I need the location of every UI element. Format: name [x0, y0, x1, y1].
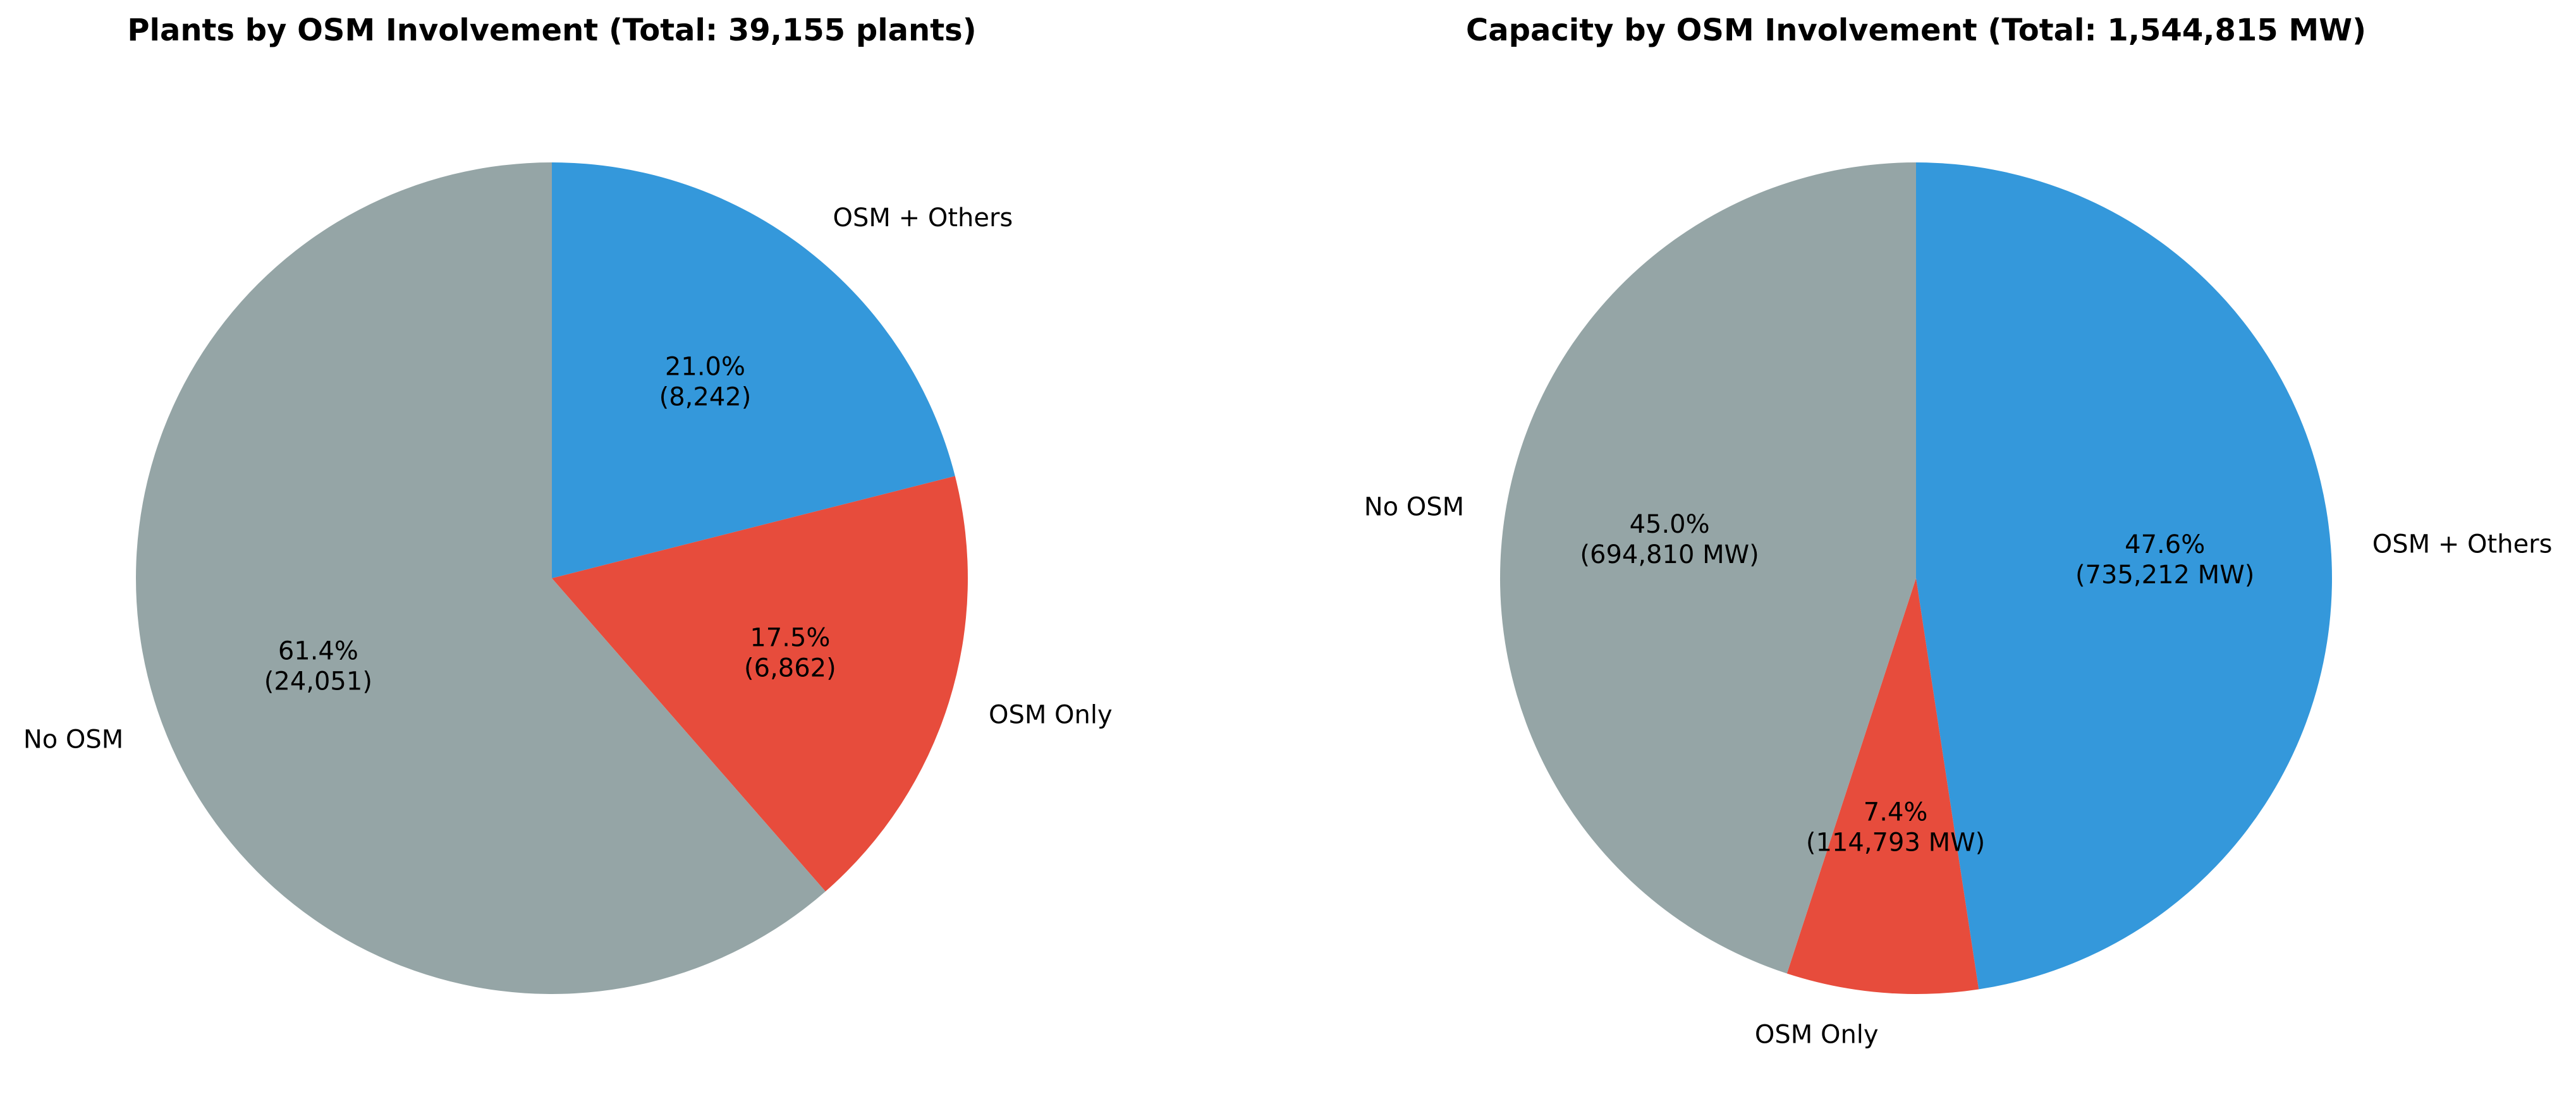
capacity-pie-slices: [1500, 162, 2332, 994]
plants-slice-osm-others: [552, 162, 955, 578]
capacity-pie-chart: Capacity by OSM Involvement (Total: 1,54…: [1364, 13, 2553, 1049]
plants-slice-no-osm: [135, 162, 826, 994]
plants-pct-label-no-osm: 61.4% (24,051): [264, 637, 372, 696]
plants-slice-osm-only: [552, 476, 968, 892]
plants-pie-labels: OSM + Others 21.0% (8,242) OSM Only 17.5% (6,…: [23, 203, 1113, 754]
capacity-pct-label-no-osm: 45.0% (694,810 MW): [1580, 510, 1759, 569]
plants-pie-slices: [135, 162, 968, 994]
capacity-pie-labels: OSM + Others 47.6% (735,212 MW) OSM Only 7.4…: [1364, 492, 2553, 1049]
capacity-slice-no-osm: [1500, 162, 1916, 974]
capacity-label-no-osm: No OSM: [1364, 492, 1465, 521]
capacity-pct-label-osm-others: 47.6% (735,212 MW): [2075, 530, 2254, 590]
capacity-pct-label-osm-only: 7.4% (114,793 MW): [1806, 798, 1985, 857]
plants-label-osm-only: OSM Only: [989, 701, 1113, 730]
plants-pie-chart: Plants by OSM Involvement (Total: 39,155…: [23, 13, 1113, 994]
capacity-label-osm-only: OSM Only: [1755, 1020, 1879, 1049]
plants-label-osm-others: OSM + Others: [833, 203, 1013, 233]
plants-chart-title: Plants by OSM Involvement (Total: 39,155…: [127, 13, 976, 48]
plants-pct-label-osm-only: 17.5% (6,862): [744, 624, 836, 683]
plants-label-no-osm: No OSM: [23, 725, 124, 754]
capacity-slice-osm-only: [1786, 578, 1979, 994]
capacity-slice-osm-others: [1916, 162, 2332, 990]
capacity-chart-title: Capacity by OSM Involvement (Total: 1,54…: [1466, 13, 2366, 48]
plants-pct-label-osm-others: 21.0% (8,242): [659, 352, 752, 411]
capacity-label-osm-others: OSM + Others: [2372, 530, 2553, 559]
